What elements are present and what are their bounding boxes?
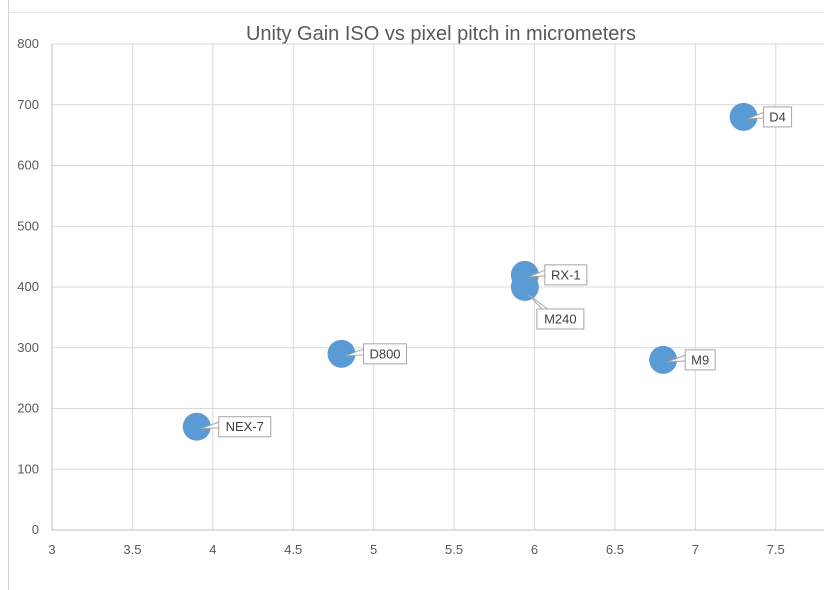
x-tick-label: 4.5 bbox=[284, 542, 302, 557]
axis-layer bbox=[51, 44, 824, 531]
x-tick-label: 6 bbox=[531, 542, 538, 557]
data-label-nex-7: NEX-7 bbox=[226, 419, 264, 434]
y-tick-label: 500 bbox=[17, 218, 39, 233]
data-label-box bbox=[684, 349, 716, 371]
scatter-point-nex-7[interactable] bbox=[182, 412, 211, 441]
data-label-box bbox=[544, 264, 588, 286]
x-tick-label: 4 bbox=[209, 542, 216, 557]
x-tick-label: 7.5 bbox=[767, 542, 785, 557]
data-label-box bbox=[218, 416, 272, 438]
x-tick-label: 3.5 bbox=[123, 542, 141, 557]
x-tick-label: 5 bbox=[370, 542, 377, 557]
data-label-leader bbox=[528, 294, 551, 311]
x-tick-label: 5.5 bbox=[445, 542, 463, 557]
scatter-point-d4[interactable] bbox=[729, 102, 758, 131]
scatter-point-m240[interactable] bbox=[510, 273, 539, 301]
x-tick-label: 3 bbox=[48, 542, 55, 557]
y-tick-label: 800 bbox=[17, 36, 39, 51]
sheet-left-edge bbox=[0, 0, 9, 590]
y-tick-label: 300 bbox=[17, 340, 39, 355]
sheet-top-edge bbox=[0, 0, 824, 13]
data-label-d800: D800 bbox=[369, 346, 400, 361]
y-tick-label: 400 bbox=[17, 279, 39, 294]
y-tick-label: 600 bbox=[17, 158, 39, 173]
data-label-d4: D4 bbox=[769, 109, 786, 124]
data-label-box bbox=[363, 343, 407, 365]
scatter-point-m9[interactable] bbox=[649, 345, 678, 374]
scatter-point-d800[interactable] bbox=[327, 339, 356, 368]
data-points[interactable] bbox=[182, 102, 758, 441]
x-tick-label: 7 bbox=[692, 542, 699, 557]
x-tick-label: 6.5 bbox=[606, 542, 624, 557]
chart-title: Unity Gain ISO vs pixel pitch in microme… bbox=[246, 23, 636, 45]
data-label-box bbox=[536, 308, 585, 330]
x-tick-labels: 3 3.5 4 4.5 5 5.5 6 6.5 7 7.5 bbox=[48, 542, 784, 557]
data-labels: NEX-7 D800 RX-1 M240 M9 D4 bbox=[200, 106, 793, 438]
data-label-rx-1: RX-1 bbox=[551, 267, 581, 282]
data-label-m240: M240 bbox=[544, 312, 577, 327]
data-label-box bbox=[763, 106, 793, 128]
y-tick-label: 100 bbox=[17, 461, 39, 476]
data-label-m9: M9 bbox=[691, 352, 709, 367]
y-tick-labels: 0 100 200 300 400 500 600 700 800 bbox=[17, 36, 39, 537]
y-tick-label: 0 bbox=[32, 522, 39, 537]
y-tick-label: 700 bbox=[17, 97, 39, 112]
y-tick-label: 200 bbox=[17, 401, 39, 416]
grid-layer bbox=[52, 43, 824, 530]
